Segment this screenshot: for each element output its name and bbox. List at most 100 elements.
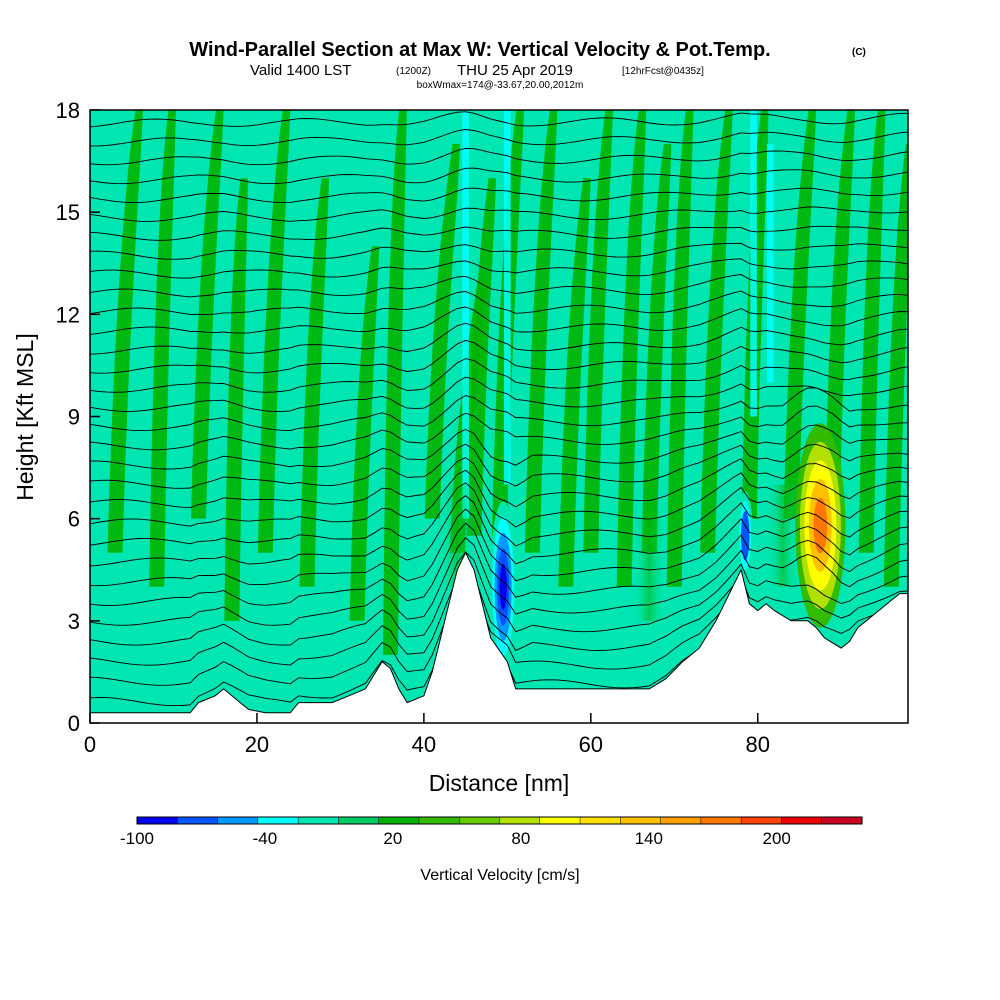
colorbar-tick-label: -100 (120, 829, 154, 848)
y-tick-label: 6 (68, 507, 80, 532)
y-tick-label: 12 (56, 302, 80, 327)
colorbar-swatch (821, 816, 863, 825)
x-tick-label: 60 (579, 732, 603, 757)
updraft-streak (382, 110, 407, 655)
theta-contour (90, 147, 908, 166)
theta-contour (90, 508, 908, 587)
theta-contour (90, 551, 908, 646)
colorbar-tick-label: 20 (383, 829, 402, 848)
theta-contour (90, 482, 908, 547)
theta-contour (90, 339, 908, 374)
updraft-streak (883, 144, 908, 587)
theta-contour (90, 258, 908, 279)
y-axis-label: Height [Kft MSL] (12, 333, 38, 500)
colorbar-swatch (781, 816, 823, 825)
colorbar: -100 -40 20 80 140 200 (120, 816, 863, 848)
updraft-streak (858, 110, 886, 553)
updraft-streak (641, 144, 672, 553)
updraft-streak (149, 110, 176, 587)
updraft-streak (299, 178, 330, 587)
theta-contour (90, 242, 908, 260)
colorbar-tick-label: 140 (635, 829, 663, 848)
y-tick-label: 3 (68, 609, 80, 634)
colorbar-swatch (338, 816, 380, 825)
theta-contour (90, 167, 908, 185)
theta-contour (90, 111, 908, 128)
theta-contour (90, 129, 908, 147)
x-tick-label: 20 (245, 732, 269, 757)
updraft-streak (616, 110, 647, 587)
colorbar-tick-label: 80 (511, 829, 530, 848)
x-tick-label: 80 (746, 732, 770, 757)
colorbar-swatch (458, 816, 501, 825)
colorbar-swatch (620, 816, 662, 825)
theta-contour (90, 322, 908, 355)
updraft-streak (424, 144, 461, 519)
theta-contour (90, 564, 908, 666)
colorbar-label: Vertical Velocity [cm/s] (420, 867, 579, 884)
colorbar-swatch (539, 816, 581, 825)
colorbar-swatch (579, 816, 621, 825)
y-axis: 0 3 6 9 12 15 18 (56, 98, 100, 736)
x-tick-label: 0 (84, 732, 96, 757)
y-tick-label: 15 (56, 200, 80, 225)
y-tick-label: 9 (68, 405, 80, 430)
theta-contour (90, 457, 908, 509)
updraft-streak (666, 110, 694, 587)
theta-contour (90, 424, 908, 470)
theta-contour (90, 206, 908, 222)
colorbar-swatch (297, 816, 339, 825)
theta-contour (90, 290, 908, 315)
potential-temperature-contours (90, 94, 908, 723)
colorbar-swatch (217, 816, 259, 825)
colorbar-swatch (660, 816, 702, 825)
theta-contour (90, 387, 908, 432)
subtitle-valid: Valid 1400 LST (250, 62, 351, 79)
x-axis: 0 20 40 60 80 (84, 713, 770, 757)
colorbar-swatch (257, 816, 299, 825)
subtitle-z: (1200Z) (396, 66, 431, 77)
theta-contour (90, 522, 908, 606)
updraft-streak (349, 246, 380, 621)
colorbar-swatch (418, 816, 460, 825)
colorbar-swatch (177, 816, 219, 825)
theta-contour (90, 94, 908, 108)
y-tick-label: 18 (56, 98, 80, 123)
updraft-streak (783, 110, 817, 519)
theta-contour (90, 274, 908, 298)
colorbar-tick-label: -40 (253, 829, 278, 848)
downdraft-streak (462, 110, 469, 519)
theta-contour (90, 187, 908, 204)
colorbar-swatch (700, 816, 742, 825)
theta-contour (90, 376, 908, 412)
downdraft-core (499, 563, 507, 610)
updraft-streak (825, 110, 855, 485)
theta-contour (90, 537, 908, 626)
downdraft-streak (504, 110, 511, 485)
updraft-streak (224, 178, 249, 621)
theta-contour (90, 495, 908, 567)
updraft-streak (583, 110, 613, 553)
subtitle-date: THU 25 Apr 2019 (457, 62, 573, 79)
x-tick-label: 40 (412, 732, 436, 757)
colorbar-frame (136, 816, 863, 825)
subtitle-box: boxWmax=174@-33.67,20.00,2012m (417, 80, 584, 91)
updraft-streak (466, 178, 497, 536)
colorbar-tick-label: 200 (763, 829, 791, 848)
updraft-core (813, 497, 828, 554)
y-tick-label: 0 (68, 711, 80, 736)
theta-contour (90, 306, 908, 335)
colorbar-swatch (740, 816, 782, 825)
downdraft-streak (750, 110, 757, 417)
title-mark: (C) (852, 47, 866, 58)
theta-contour (90, 358, 908, 393)
colorbar-swatch (136, 816, 178, 825)
velocity-field (90, 94, 908, 723)
subtitle-fcst: [12hrFcst@0435z] (622, 66, 704, 77)
colorbar-swatch (378, 816, 420, 825)
x-axis-label: Distance [nm] (429, 770, 570, 796)
terrain-mask (90, 551, 908, 723)
theta-contour (90, 405, 908, 451)
ridge-band (766, 484, 800, 587)
